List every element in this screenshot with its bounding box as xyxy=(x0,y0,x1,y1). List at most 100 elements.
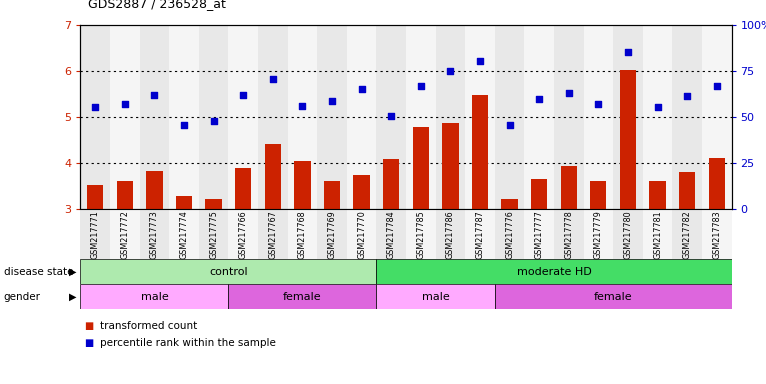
Bar xyxy=(643,25,673,209)
Bar xyxy=(87,185,103,209)
Text: female: female xyxy=(594,291,633,302)
Bar xyxy=(525,209,554,259)
Bar xyxy=(228,284,376,309)
Bar xyxy=(169,209,199,259)
Bar xyxy=(80,259,376,284)
Bar xyxy=(376,25,406,209)
Bar xyxy=(199,209,228,259)
Text: transformed count: transformed count xyxy=(100,321,197,331)
Bar xyxy=(650,181,666,209)
Bar xyxy=(228,25,258,209)
Bar xyxy=(376,259,732,284)
Point xyxy=(444,68,457,74)
Bar xyxy=(709,158,725,209)
Text: gender: gender xyxy=(4,291,41,302)
Bar xyxy=(673,209,702,259)
Bar xyxy=(436,25,465,209)
Bar xyxy=(613,25,643,209)
Point xyxy=(296,103,309,109)
Text: male: male xyxy=(140,291,169,302)
Bar xyxy=(347,209,376,259)
Point xyxy=(503,122,516,129)
Point xyxy=(149,92,161,98)
Bar xyxy=(80,284,228,309)
Bar xyxy=(169,25,199,209)
Bar xyxy=(495,209,525,259)
Bar xyxy=(495,25,525,209)
Bar xyxy=(265,144,281,209)
Bar xyxy=(139,209,169,259)
Text: GSM217784: GSM217784 xyxy=(387,210,396,259)
Point xyxy=(711,83,723,89)
Text: GSM217787: GSM217787 xyxy=(476,210,484,259)
Text: GSM217778: GSM217778 xyxy=(565,210,573,259)
Bar xyxy=(110,25,139,209)
Text: GSM217773: GSM217773 xyxy=(150,210,159,259)
Bar xyxy=(205,199,221,209)
Text: GSM217769: GSM217769 xyxy=(328,210,336,259)
Bar xyxy=(376,209,406,259)
Text: GSM217767: GSM217767 xyxy=(268,210,277,259)
Bar xyxy=(406,25,436,209)
Point xyxy=(208,118,220,124)
Text: ▶: ▶ xyxy=(69,266,77,277)
Bar xyxy=(673,25,702,209)
Text: male: male xyxy=(422,291,450,302)
Bar xyxy=(561,166,577,209)
Text: GSM217766: GSM217766 xyxy=(239,210,247,259)
Point xyxy=(267,76,279,83)
Bar xyxy=(442,122,459,209)
Bar xyxy=(413,127,429,209)
Bar xyxy=(679,172,696,209)
Bar xyxy=(80,25,110,209)
Bar xyxy=(554,25,584,209)
Bar xyxy=(531,179,547,209)
Point xyxy=(592,101,604,107)
Bar xyxy=(294,161,310,209)
Text: GSM217774: GSM217774 xyxy=(179,210,188,259)
Bar xyxy=(146,172,162,209)
Bar xyxy=(376,284,495,309)
Bar xyxy=(436,209,465,259)
Point xyxy=(533,96,545,102)
Text: disease state: disease state xyxy=(4,266,74,277)
Point xyxy=(563,90,575,96)
Text: GSM217786: GSM217786 xyxy=(446,210,455,259)
Bar xyxy=(116,181,133,209)
Bar xyxy=(383,159,399,209)
Bar xyxy=(465,209,495,259)
Text: control: control xyxy=(209,266,247,277)
Point xyxy=(681,93,693,99)
Bar xyxy=(584,25,613,209)
Bar xyxy=(80,209,110,259)
Text: GSM217781: GSM217781 xyxy=(653,210,662,259)
Text: ▶: ▶ xyxy=(69,291,77,302)
Bar xyxy=(317,25,347,209)
Text: GSM217779: GSM217779 xyxy=(594,210,603,259)
Text: GSM217775: GSM217775 xyxy=(209,210,218,259)
Point xyxy=(178,122,190,129)
Point xyxy=(119,101,131,107)
Bar xyxy=(591,181,607,209)
Text: ■: ■ xyxy=(84,338,93,348)
Bar xyxy=(643,209,673,259)
Point xyxy=(474,58,486,64)
Text: GSM217770: GSM217770 xyxy=(357,210,366,259)
Bar xyxy=(110,209,139,259)
Point xyxy=(622,49,634,55)
Text: GSM217780: GSM217780 xyxy=(624,210,633,259)
Bar xyxy=(702,209,732,259)
Text: GSM217776: GSM217776 xyxy=(505,210,514,259)
Bar xyxy=(495,284,732,309)
Text: GSM217785: GSM217785 xyxy=(416,210,425,259)
Point xyxy=(414,83,427,89)
Bar xyxy=(228,209,258,259)
Bar xyxy=(554,209,584,259)
Point xyxy=(326,98,338,104)
Bar xyxy=(287,209,317,259)
Point xyxy=(385,113,398,119)
Bar xyxy=(235,168,251,209)
Bar xyxy=(620,70,636,209)
Bar xyxy=(258,209,287,259)
Bar xyxy=(613,209,643,259)
